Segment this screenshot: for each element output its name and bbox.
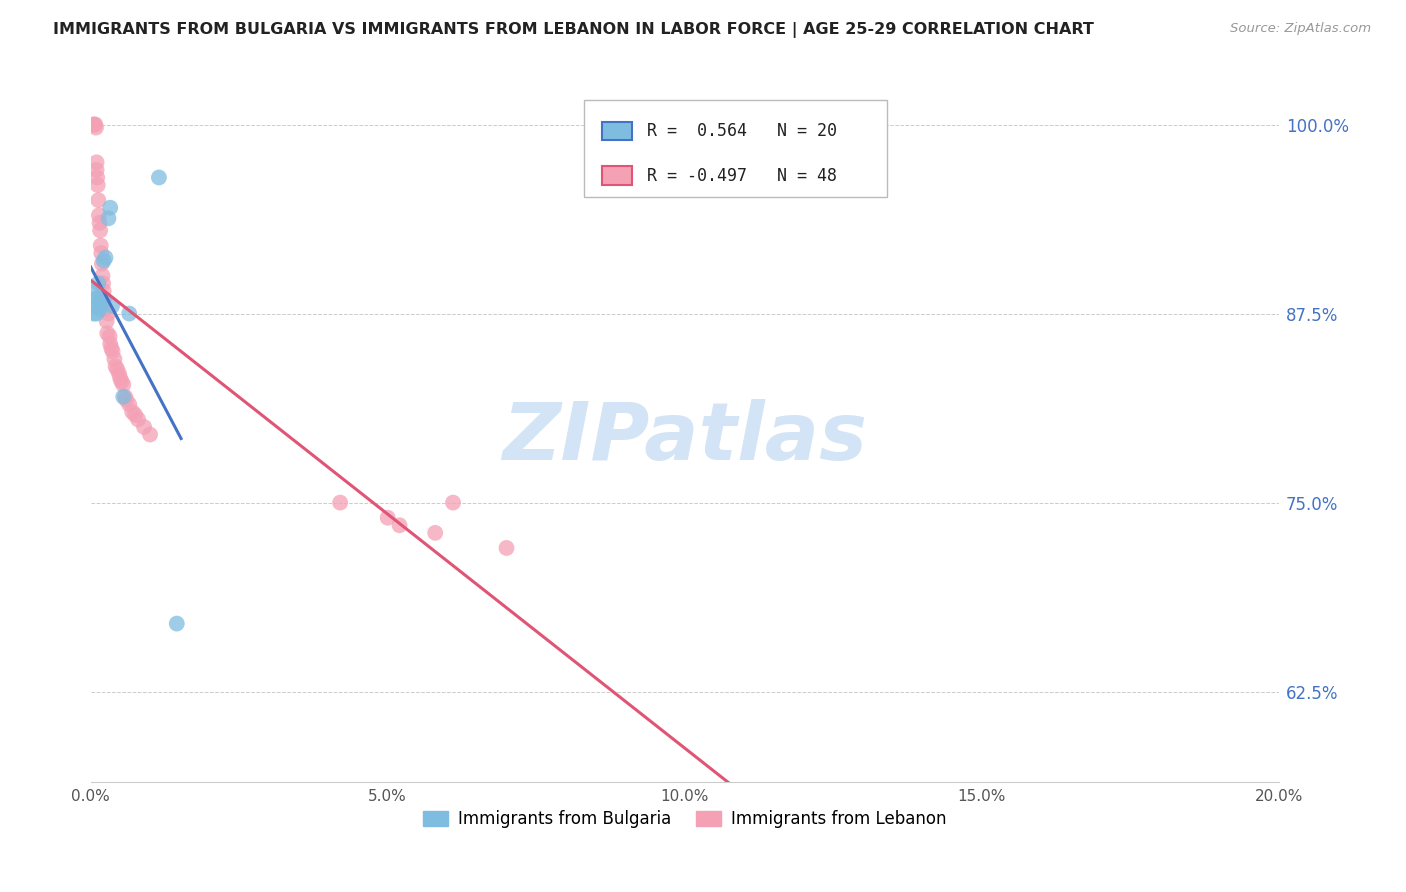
Text: R = -0.497   N = 48: R = -0.497 N = 48 [647,167,837,185]
Point [87,208,110,222]
Point [87,193,110,207]
Point [84,118,107,132]
Point [115,392,138,407]
Point [83,118,105,132]
Point [93,284,115,298]
Point [441,495,464,509]
Point [114,390,136,404]
Point [83,118,105,132]
Point [148,170,170,185]
Point [97,211,120,226]
Point [86,170,108,185]
Point [495,541,517,555]
FancyBboxPatch shape [602,121,633,140]
Point [118,397,141,411]
Point [388,518,411,533]
Point [89,301,111,316]
Point [100,342,122,356]
Point [86,284,108,298]
Point [127,412,149,426]
Point [94,301,117,316]
Point [97,307,120,321]
Point [84,292,107,306]
Point [132,420,155,434]
Point [98,201,121,215]
Point [101,344,124,359]
Point [425,525,447,540]
Point [112,377,135,392]
Point [377,510,399,524]
Point [93,292,115,306]
Point [91,292,114,306]
Point [96,314,118,328]
Point [86,155,108,169]
Text: R =  0.564   N = 20: R = 0.564 N = 20 [647,122,837,140]
Point [110,375,132,389]
Point [89,216,111,230]
Point [166,616,188,631]
Point [83,299,105,313]
Point [89,223,111,237]
Point [101,299,124,313]
Point [121,405,143,419]
Point [94,251,117,265]
Point [112,390,135,404]
Point [93,253,115,268]
Point [87,277,110,291]
Text: ZIPatlas: ZIPatlas [502,399,868,476]
Point [90,257,112,271]
Point [104,359,127,374]
Point [98,329,121,343]
Point [118,307,141,321]
Point [90,246,112,260]
Point [91,277,114,291]
Point [87,292,110,306]
Point [87,178,110,192]
Point [86,162,108,177]
Point [103,351,125,366]
Point [89,299,111,313]
Text: IMMIGRANTS FROM BULGARIA VS IMMIGRANTS FROM LEBANON IN LABOR FORCE | AGE 25-29 C: IMMIGRANTS FROM BULGARIA VS IMMIGRANTS F… [53,22,1094,38]
FancyBboxPatch shape [602,166,633,185]
FancyBboxPatch shape [583,100,887,197]
Point [110,371,132,385]
Point [83,307,105,321]
Legend: Immigrants from Bulgaria, Immigrants from Lebanon: Immigrants from Bulgaria, Immigrants fro… [416,804,953,835]
Point [139,427,162,442]
Text: Source: ZipAtlas.com: Source: ZipAtlas.com [1230,22,1371,36]
Point [90,238,112,252]
Point [91,268,114,283]
Point [86,307,108,321]
Point [124,408,146,422]
Point [329,495,352,509]
Point [90,296,112,310]
Point [96,326,118,341]
Point [105,362,128,376]
Point [108,367,131,381]
Point [98,336,121,351]
Point [84,120,107,135]
